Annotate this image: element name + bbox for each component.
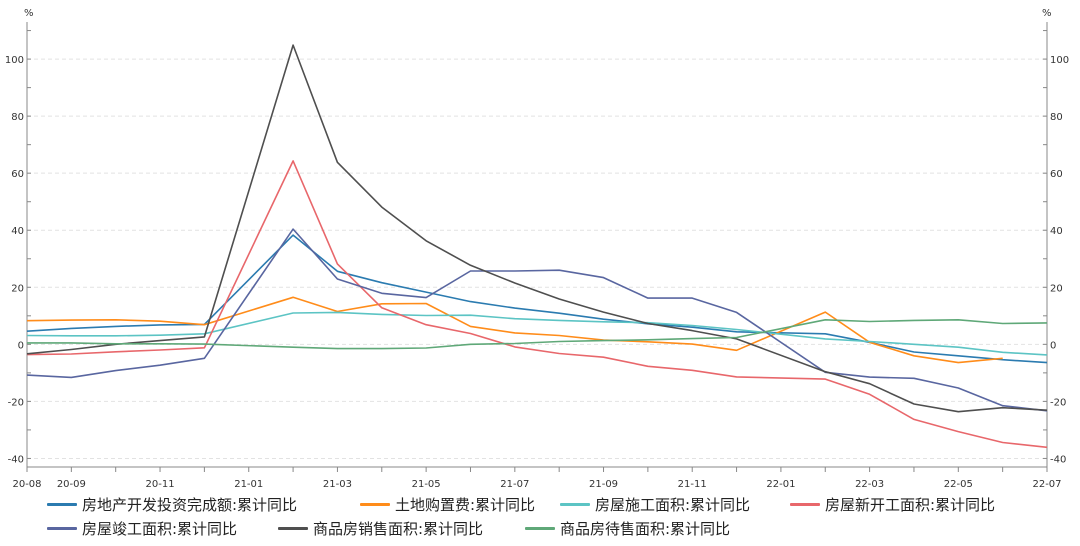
y-tick-label-left: 0: [18, 340, 24, 351]
x-tick-label: 21-05: [412, 479, 441, 490]
series-line-4: [26, 160, 1048, 449]
legend-label: 土地购置费:累计同比: [395, 496, 536, 514]
legend-swatch: [278, 527, 308, 530]
legend-label: 房屋施工面积:累计同比: [595, 496, 751, 514]
series-line-1: [26, 234, 1048, 364]
x-tick-label: 22-01: [766, 479, 795, 490]
x-tick-label: 21-11: [678, 479, 707, 490]
y-tick-label-right: -40: [1050, 454, 1066, 465]
x-tick-label: 21-01: [234, 479, 263, 490]
x-tick-label: 20-09: [57, 479, 86, 490]
series-line-6: [26, 44, 1048, 413]
y-axis-unit-left: %: [24, 8, 34, 19]
legend-item[interactable]: 房屋新开工面积:累计同比: [790, 494, 995, 515]
legend-label: 房地产开发投资完成额:累计同比: [82, 496, 298, 514]
x-tick-label: 21-07: [500, 479, 529, 490]
x-tick-label: 21-03: [323, 479, 352, 490]
y-tick-label-left: 100: [5, 55, 24, 66]
legend-item[interactable]: 房屋施工面积:累计同比: [560, 494, 750, 515]
legend-item[interactable]: 商品房销售面积:累计同比: [278, 518, 483, 539]
x-tick-label: 22-05: [944, 479, 973, 490]
y-tick-label-left: 80: [11, 112, 24, 123]
y-tick-label-right: -20: [1050, 397, 1066, 408]
x-tick-label: 20-11: [146, 479, 175, 490]
y-tick-label-right: 20: [1050, 283, 1063, 294]
legend-swatch: [47, 527, 77, 530]
legend-item[interactable]: 商品房待售面积:累计同比: [525, 518, 730, 539]
y-tick-label-left: -40: [8, 454, 24, 465]
x-tick-label: 22-07: [1032, 479, 1061, 490]
x-tick-label: 21-09: [589, 479, 618, 490]
legend-label: 房屋新开工面积:累计同比: [825, 496, 996, 514]
y-tick-label-right: 100: [1050, 55, 1069, 66]
x-tick-label: 22-03: [855, 479, 884, 490]
line-chart: % % -40 -40 -20 -20 0 0 20 20 40 40 60 60 80 80 100 100…: [5, 8, 1069, 490]
legend: 房地产开发投资完成额:累计同比 土地购置费:累计同比 房屋施工面积:累计同比 房屋新开…: [0, 495, 1080, 545]
y-tick-label-right: 40: [1050, 226, 1063, 237]
legend-swatch: [360, 503, 390, 506]
legend-swatch: [790, 503, 820, 506]
y-tick-label-right: 80: [1050, 112, 1063, 123]
y-tick-label-right: 60: [1050, 169, 1063, 180]
legend-swatch: [560, 503, 590, 506]
legend-item[interactable]: 土地购置费:累计同比: [360, 494, 535, 515]
y-tick-label-right: 0: [1050, 340, 1056, 351]
series-line-2: [26, 296, 1003, 364]
y-tick-label-left: -20: [8, 397, 24, 408]
y-axis-unit-right: %: [1042, 8, 1052, 19]
series-line-7: [27, 318, 1048, 350]
legend-item[interactable]: 房屋竣工面积:累计同比: [47, 518, 237, 539]
y-tick-label-left: 20: [11, 283, 24, 294]
legend-item[interactable]: 房地产开发投资完成额:累计同比: [47, 494, 297, 515]
legend-label: 房屋竣工面积:累计同比: [82, 520, 238, 538]
x-tick-label: 20-08: [12, 479, 41, 490]
legend-label: 商品房销售面积:累计同比: [313, 520, 484, 538]
legend-swatch: [47, 503, 77, 506]
legend-swatch: [525, 527, 555, 530]
series-line-5: [26, 228, 1048, 412]
y-tick-label-left: 40: [11, 226, 24, 237]
y-tick-label-left: 60: [11, 169, 24, 180]
legend-label: 商品房待售面积:累计同比: [560, 520, 731, 538]
series-line-3: [26, 311, 1048, 356]
